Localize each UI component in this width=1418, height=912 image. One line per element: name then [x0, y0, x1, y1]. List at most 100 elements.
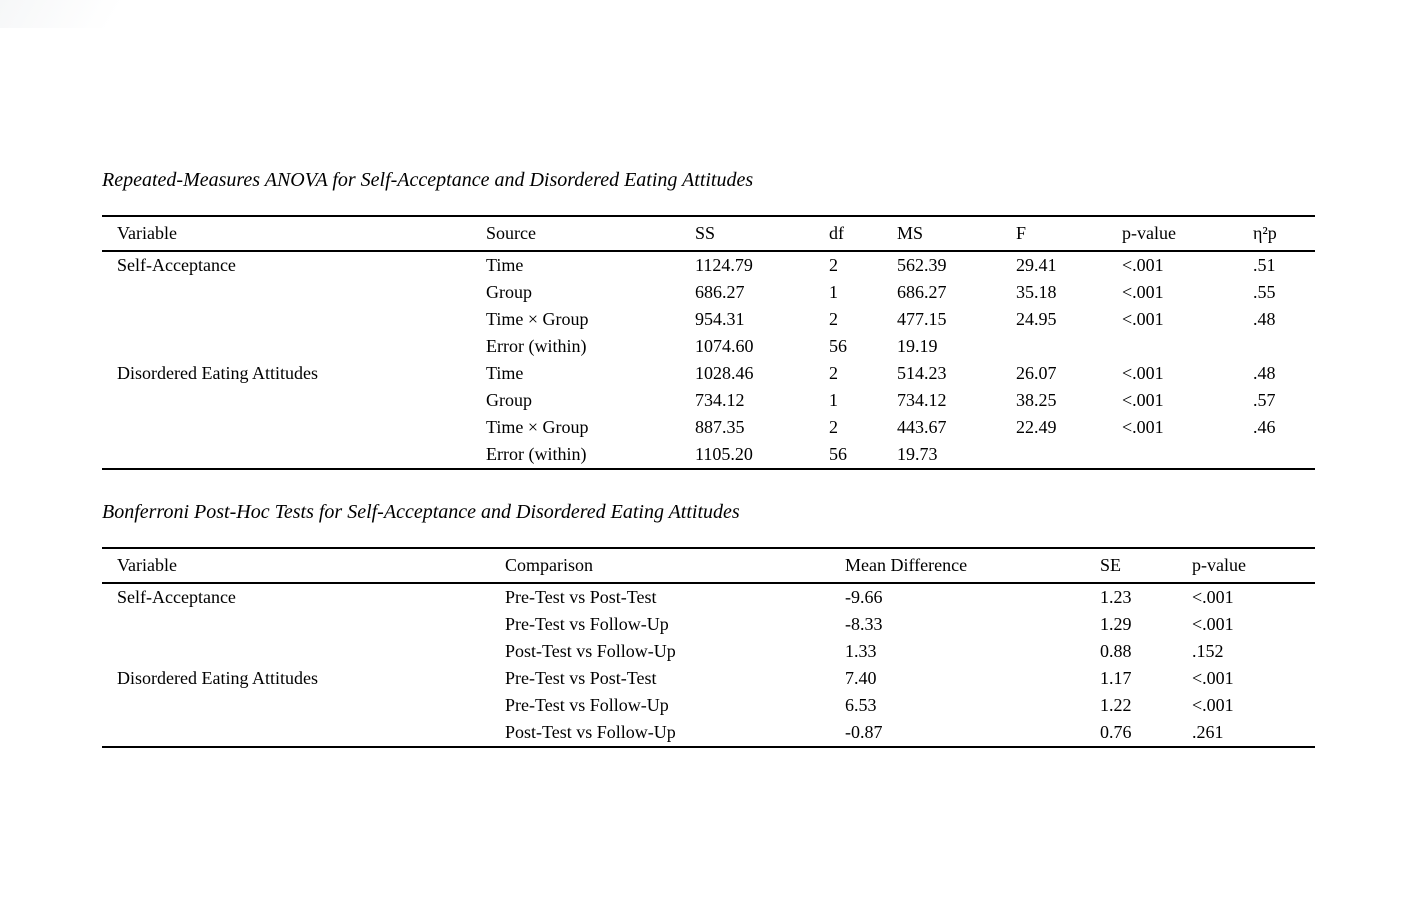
posthoc-table-title: Bonferroni Post-Hoc Tests for Self-Accep… [102, 501, 740, 523]
cell-source: Error (within) [486, 444, 587, 464]
table-row: Group 686.27 1 686.27 35.18 <.001 .55 [102, 279, 1315, 306]
column-header-ss: SS [680, 216, 814, 252]
cell-variable [102, 692, 490, 719]
cell-p [1107, 441, 1238, 469]
cell-eta: .48 [1253, 363, 1276, 383]
column-header-p-value: p-value [1107, 216, 1238, 252]
column-header-comparison: Comparison [490, 548, 830, 584]
cell-p: <.001 [1122, 417, 1164, 437]
cell-mean-difference: -9.66 [845, 587, 883, 607]
cell-p: <.001 [1192, 614, 1234, 634]
cell-eta [1238, 333, 1315, 360]
cell-df: 2 [829, 417, 838, 437]
cell-df: 2 [829, 255, 838, 275]
cell-mean-difference: -8.33 [845, 614, 883, 634]
cell-variable [102, 611, 490, 638]
cell-variable [102, 719, 490, 747]
cell-df: 2 [829, 363, 838, 383]
cell-ss: 1124.79 [695, 255, 753, 275]
cell-source: Group [486, 282, 532, 302]
cell-comparison: Pre-Test vs Follow-Up [505, 614, 669, 634]
cell-p: <.001 [1122, 363, 1164, 383]
header-row: Variable Comparison Mean Difference SE p… [102, 548, 1315, 584]
anova-table-body: Self-Acceptance Time 1124.79 2 562.39 29.41 <.… [102, 251, 1315, 469]
cell-se: 0.88 [1100, 641, 1132, 661]
cell-p: <.001 [1122, 282, 1164, 302]
table-row: Disordered Eating Attitudes Time 1028.46 2 5… [102, 360, 1315, 387]
table-row: Pre-Test vs Follow-Up -8.33 1.29 <.001 [102, 611, 1315, 638]
posthoc-table: Variable Comparison Mean Difference SE p… [102, 547, 1315, 748]
table-row: Error (within) 1105.20 56 19.73 [102, 441, 1315, 469]
cell-variable: Self-Acceptance [117, 587, 236, 607]
cell-variable [102, 306, 471, 333]
cell-p: .261 [1192, 722, 1224, 742]
cell-df: 2 [829, 309, 838, 329]
cell-p: <.001 [1122, 255, 1164, 275]
cell-eta: .46 [1253, 417, 1276, 437]
cell-p: <.001 [1192, 695, 1234, 715]
column-header-ms: MS [882, 216, 1001, 252]
anova-table: Variable Source SS df MS F p-value η²p S… [102, 215, 1315, 470]
anova-table-title: Repeated-Measures ANOVA for Self-Accepta… [102, 169, 754, 191]
column-header-source: Source [471, 216, 680, 252]
cell-mean-difference: 6.53 [845, 695, 877, 715]
cell-se: 0.76 [1100, 722, 1132, 742]
column-header-se: SE [1085, 548, 1177, 584]
cell-eta: .51 [1253, 255, 1276, 275]
cell-comparison: Pre-Test vs Post-Test [505, 668, 657, 688]
table-row: Self-Acceptance Pre-Test vs Post-Test -9.6… [102, 583, 1315, 611]
column-header-df: df [814, 216, 882, 252]
posthoc-table-body: Self-Acceptance Pre-Test vs Post-Test -9.6… [102, 583, 1315, 747]
cell-ss: 1105.20 [695, 444, 753, 464]
table-row: Self-Acceptance Time 1124.79 2 562.39 29.41 <.… [102, 251, 1315, 279]
cell-variable [102, 279, 471, 306]
table-row: Time × Group 887.35 2 443.67 22.49 <.001 .46 [102, 414, 1315, 441]
cell-f [1001, 333, 1107, 360]
table-row: Post-Test vs Follow-Up -0.87 0.76 .261 [102, 719, 1315, 747]
cell-mean-difference: 7.40 [845, 668, 877, 688]
cell-ms: 686.27 [897, 282, 947, 302]
cell-ms: 562.39 [897, 255, 947, 275]
cell-f: 29.41 [1016, 255, 1057, 275]
cell-mean-difference: 1.33 [845, 641, 877, 661]
cell-variable: Disordered Eating Attitudes [117, 363, 318, 383]
cell-se: 1.22 [1100, 695, 1132, 715]
cell-p: <.001 [1122, 309, 1164, 329]
cell-df: 56 [829, 336, 847, 356]
header-row: Variable Source SS df MS F p-value η²p [102, 216, 1315, 252]
cell-df: 1 [829, 282, 838, 302]
cell-p: <.001 [1122, 390, 1164, 410]
column-header-p-value: p-value [1177, 548, 1315, 584]
column-header-mean-difference: Mean Difference [830, 548, 1085, 584]
cell-source: Error (within) [486, 336, 587, 356]
cell-ms: 514.23 [897, 363, 947, 383]
cell-f: 26.07 [1016, 363, 1057, 383]
cell-se: 1.23 [1100, 587, 1132, 607]
cell-ms: 734.12 [897, 390, 947, 410]
cell-ss: 1028.46 [695, 363, 754, 383]
cell-mean-difference: -0.87 [845, 722, 883, 742]
cell-source: Group [486, 390, 532, 410]
cell-comparison: Post-Test vs Follow-Up [505, 641, 676, 661]
table-row: Disordered Eating Attitudes Pre-Test vs P… [102, 665, 1315, 692]
cell-p: .152 [1192, 641, 1224, 661]
cell-eta: .48 [1253, 309, 1276, 329]
table-row: Post-Test vs Follow-Up 1.33 0.88 .152 [102, 638, 1315, 665]
cell-ss: 1074.60 [695, 336, 754, 356]
cell-df: 56 [829, 444, 847, 464]
table-row: Time × Group 954.31 2 477.15 24.95 <.001 .48 [102, 306, 1315, 333]
table-row: Pre-Test vs Follow-Up 6.53 1.22 <.001 [102, 692, 1315, 719]
table-row: Group 734.12 1 734.12 38.25 <.001 .57 [102, 387, 1315, 414]
cell-se: 1.29 [1100, 614, 1132, 634]
cell-f: 38.25 [1016, 390, 1057, 410]
cell-f [1001, 441, 1107, 469]
column-header-variable: Variable [102, 216, 471, 252]
cell-eta: .55 [1253, 282, 1276, 302]
page-corner-shade [0, 0, 140, 28]
cell-f: 24.95 [1016, 309, 1057, 329]
cell-ss: 954.31 [695, 309, 745, 329]
cell-ms: 19.19 [897, 336, 938, 356]
cell-eta [1238, 441, 1315, 469]
cell-f: 22.49 [1016, 417, 1057, 437]
cell-p: <.001 [1192, 668, 1234, 688]
